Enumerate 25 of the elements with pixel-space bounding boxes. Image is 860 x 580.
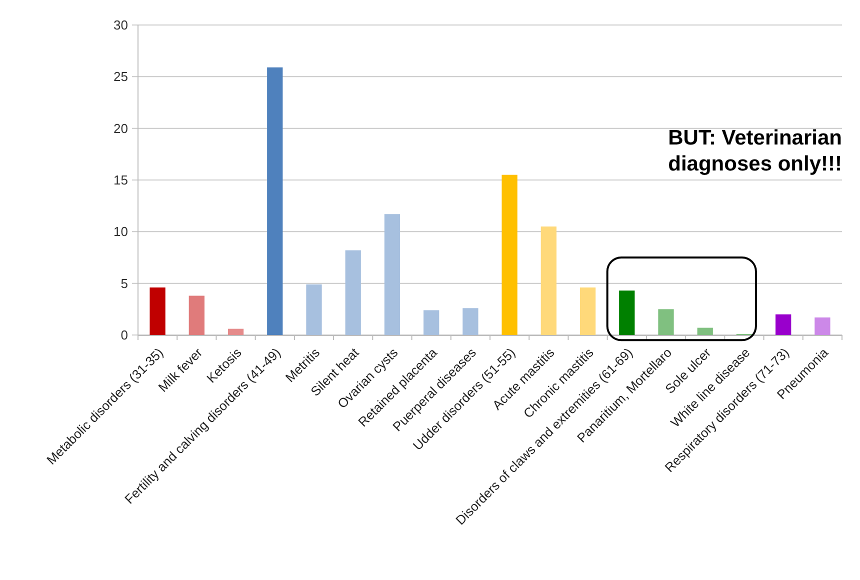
y-tick-label: 20 — [114, 120, 128, 136]
bar — [776, 314, 792, 335]
bar — [540, 226, 556, 335]
bar — [188, 296, 204, 335]
bar — [228, 328, 244, 335]
bar — [306, 284, 322, 335]
y-tick-label: 0 — [120, 328, 128, 343]
bar — [424, 310, 440, 335]
y-tick-label: 30 — [114, 18, 128, 33]
y-tick-label: 5 — [120, 276, 128, 291]
bar — [658, 309, 674, 335]
y-tick-label: 25 — [114, 69, 128, 84]
annotation: BUT: Veterinarian diagnoses only!!! — [668, 126, 842, 176]
bar — [502, 174, 518, 335]
bar — [814, 317, 830, 335]
bar — [580, 287, 596, 335]
bar — [619, 290, 635, 335]
bar — [462, 308, 478, 335]
bar — [345, 250, 361, 335]
y-tick-label: 15 — [114, 172, 128, 188]
bar — [697, 328, 713, 335]
bar — [150, 287, 166, 335]
bar — [267, 67, 283, 335]
y-tick-label: 10 — [114, 224, 128, 240]
bar — [384, 214, 400, 335]
